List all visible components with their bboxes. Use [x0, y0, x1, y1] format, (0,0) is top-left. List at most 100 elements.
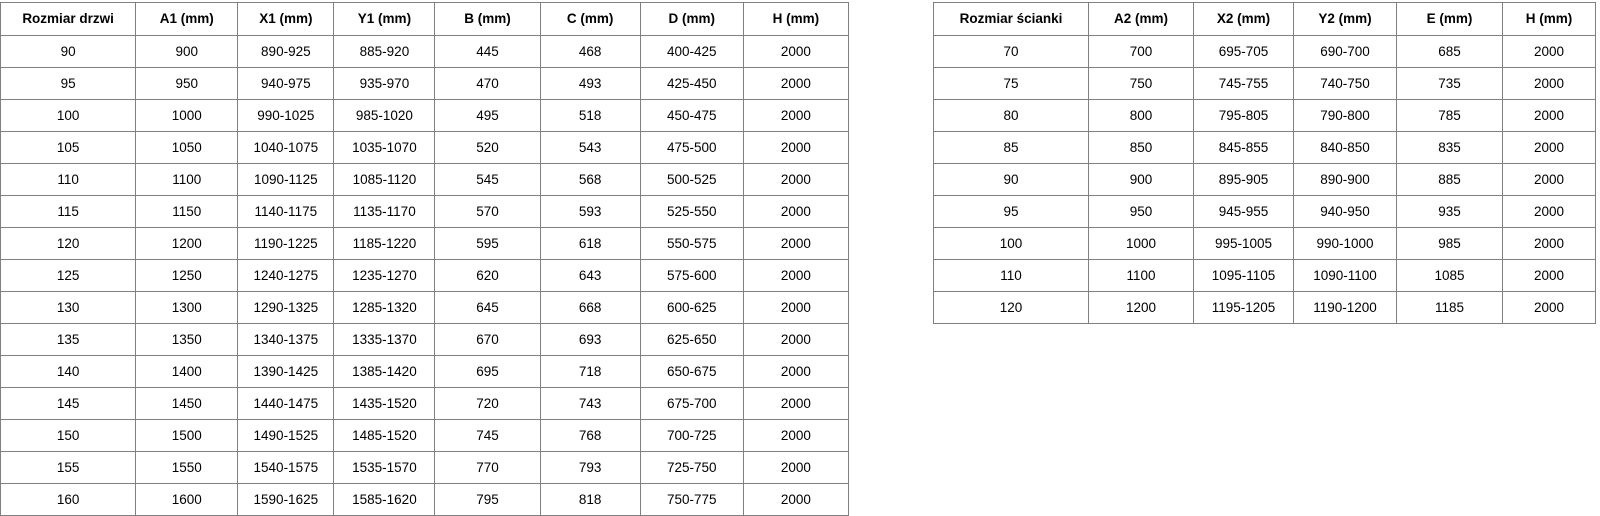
table-row: 150 1500 1490-1525 1485-1520 745 768 700-725 20… — [0, 419, 850, 452]
column-header-6: D (mm) — [639, 2, 744, 36]
cell-r11-c4: 720 — [434, 387, 541, 420]
cell-r8-c6: 600-625 — [639, 291, 744, 324]
cell-r2-c3: 985-1020 — [333, 99, 436, 132]
cell-r0-c5: 468 — [539, 35, 641, 68]
cell-r1-c7: 2000 — [742, 67, 850, 100]
cell-r10-c5: 718 — [539, 355, 641, 388]
column-header-3: Y2 (mm) — [1293, 2, 1397, 36]
table-row: 140 1400 1390-1425 1385-1420 695 718 650-675 20… — [0, 355, 850, 388]
column-header-4: E (mm) — [1396, 2, 1503, 36]
cell-r4-c5: 2000 — [1502, 163, 1596, 196]
cell-r9-c0: 135 — [0, 323, 137, 356]
cell-r0-c6: 400-425 — [639, 35, 744, 68]
cell-r6-c7: 2000 — [742, 227, 850, 260]
cell-r3-c5: 543 — [539, 131, 641, 164]
cell-r5-c3: 940-950 — [1293, 195, 1397, 228]
cell-r10-c1: 1400 — [135, 355, 239, 388]
cell-r5-c1: 950 — [1088, 195, 1194, 228]
cell-r2-c6: 450-475 — [639, 99, 744, 132]
column-header-2: X1 (mm) — [237, 2, 335, 36]
cell-r8-c4: 1185 — [1396, 291, 1503, 324]
cell-r5-c3: 1135-1170 — [333, 195, 436, 228]
cell-r6-c5: 2000 — [1502, 227, 1596, 260]
table-row: 90 900 895-905 890-900 885 2000 — [933, 163, 1596, 196]
door-table-body: 90 900 890-925 885-920 445 468 400-425 2000 95 95… — [0, 35, 850, 516]
cell-r10-c0: 140 — [0, 355, 137, 388]
cell-r12-c0: 150 — [0, 419, 137, 452]
cell-r8-c0: 130 — [0, 291, 137, 324]
cell-r11-c0: 145 — [0, 387, 137, 420]
cell-r2-c5: 518 — [539, 99, 641, 132]
cell-r14-c1: 1600 — [135, 483, 239, 516]
cell-r3-c4: 835 — [1396, 131, 1503, 164]
cell-r8-c4: 645 — [434, 291, 541, 324]
column-header-0: Rozmiar ścianki — [933, 2, 1089, 36]
cell-r3-c2: 1040-1075 — [237, 131, 335, 164]
table-row: 110 1100 1095-1105 1090-1100 1085 2000 — [933, 259, 1596, 292]
cell-r10-c6: 650-675 — [639, 355, 744, 388]
cell-r6-c3: 990-1000 — [1293, 227, 1397, 260]
cell-r1-c3: 935-970 — [333, 67, 436, 100]
cell-r2-c5: 2000 — [1502, 99, 1596, 132]
cell-r14-c7: 2000 — [742, 483, 850, 516]
cell-r1-c4: 735 — [1396, 67, 1503, 100]
table-row: 155 1550 1540-1575 1535-1570 770 793 725-750 20… — [0, 451, 850, 484]
cell-r14-c5: 818 — [539, 483, 641, 516]
cell-r12-c1: 1500 — [135, 419, 239, 452]
cell-r7-c6: 575-600 — [639, 259, 744, 292]
cell-r7-c1: 1250 — [135, 259, 239, 292]
cell-r4-c1: 1100 — [135, 163, 239, 196]
cell-r6-c0: 120 — [0, 227, 137, 260]
cell-r12-c5: 768 — [539, 419, 641, 452]
cell-r11-c6: 675-700 — [639, 387, 744, 420]
column-header-7: H (mm) — [742, 2, 850, 36]
column-header-4: B (mm) — [434, 2, 541, 36]
cell-r8-c5: 2000 — [1502, 291, 1596, 324]
cell-r4-c4: 885 — [1396, 163, 1503, 196]
cell-r5-c2: 1140-1175 — [237, 195, 335, 228]
cell-r7-c5: 643 — [539, 259, 641, 292]
cell-r7-c3: 1235-1270 — [333, 259, 436, 292]
cell-r2-c4: 495 — [434, 99, 541, 132]
cell-r13-c1: 1550 — [135, 451, 239, 484]
table-header-row: Rozmiar ścianki A2 (mm) X2 (mm) Y2 (mm) E (m… — [933, 2, 1596, 36]
cell-r14-c6: 750-775 — [639, 483, 744, 516]
cell-r0-c1: 900 — [135, 35, 239, 68]
cell-r7-c0: 125 — [0, 259, 137, 292]
table-row: 135 1350 1340-1375 1335-1370 670 693 625-650 20… — [0, 323, 850, 356]
cell-r3-c0: 105 — [0, 131, 137, 164]
cell-r2-c2: 990-1025 — [237, 99, 335, 132]
cell-r13-c7: 2000 — [742, 451, 850, 484]
table-header-row: Rozmiar drzwi A1 (mm) X1 (mm) Y1 (mm) B (mm)… — [0, 2, 850, 36]
cell-r13-c6: 725-750 — [639, 451, 744, 484]
cell-r3-c2: 845-855 — [1193, 131, 1294, 164]
table-row: 145 1450 1440-1475 1435-1520 720 743 675-700 20… — [0, 387, 850, 420]
cell-r10-c2: 1390-1425 — [237, 355, 335, 388]
column-header-5: C (mm) — [539, 2, 641, 36]
cell-r14-c0: 160 — [0, 483, 137, 516]
cell-r1-c4: 470 — [434, 67, 541, 100]
cell-r14-c3: 1585-1620 — [333, 483, 436, 516]
cell-r4-c0: 90 — [933, 163, 1089, 196]
cell-r9-c3: 1335-1370 — [333, 323, 436, 356]
cell-r1-c5: 2000 — [1502, 67, 1596, 100]
cell-r0-c0: 70 — [933, 35, 1089, 68]
table-row: 95 950 945-955 940-950 935 2000 — [933, 195, 1596, 228]
table-row: 120 1200 1195-1205 1190-1200 1185 2000 — [933, 291, 1596, 324]
cell-r0-c2: 695-705 — [1193, 35, 1294, 68]
cell-r6-c4: 595 — [434, 227, 541, 260]
cell-r0-c1: 700 — [1088, 35, 1194, 68]
cell-r7-c2: 1240-1275 — [237, 259, 335, 292]
cell-r7-c4: 1085 — [1396, 259, 1503, 292]
table-row: 105 1050 1040-1075 1035-1070 520 543 475-500 20… — [0, 131, 850, 164]
cell-r2-c4: 785 — [1396, 99, 1503, 132]
cell-r10-c3: 1385-1420 — [333, 355, 436, 388]
cell-r11-c7: 2000 — [742, 387, 850, 420]
wall-table-header: Rozmiar ścianki A2 (mm) X2 (mm) Y2 (mm) E (m… — [933, 2, 1596, 36]
cell-r12-c6: 700-725 — [639, 419, 744, 452]
cell-r6-c0: 100 — [933, 227, 1089, 260]
cell-r11-c2: 1440-1475 — [237, 387, 335, 420]
table-row: 160 1600 1590-1625 1585-1620 795 818 750-775 20… — [0, 483, 850, 516]
cell-r7-c4: 620 — [434, 259, 541, 292]
